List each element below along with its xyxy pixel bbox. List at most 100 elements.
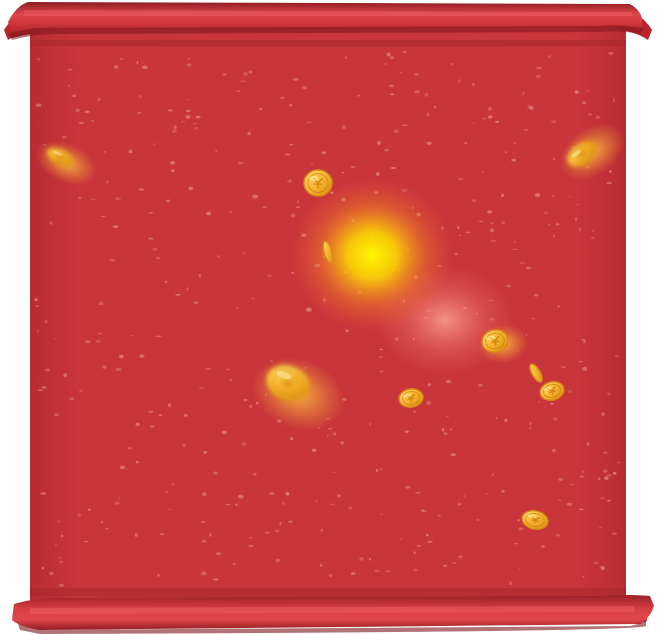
speckle bbox=[575, 217, 578, 222]
speckle bbox=[384, 148, 389, 152]
speckle bbox=[578, 360, 584, 363]
speckle bbox=[490, 222, 494, 225]
speckle bbox=[79, 389, 83, 392]
speckle bbox=[427, 540, 433, 543]
speckle bbox=[229, 210, 232, 214]
speckle bbox=[404, 430, 410, 433]
speckle bbox=[488, 106, 492, 111]
speckle bbox=[171, 483, 175, 486]
speckle bbox=[215, 552, 222, 556]
speckle bbox=[58, 583, 65, 587]
speckle bbox=[91, 119, 94, 122]
speckle bbox=[472, 83, 475, 86]
speckle bbox=[548, 224, 550, 226]
speckle bbox=[405, 486, 411, 489]
speckle bbox=[544, 211, 548, 215]
speckle bbox=[212, 578, 219, 581]
speckle bbox=[457, 502, 462, 506]
speckle bbox=[492, 473, 494, 476]
speckle bbox=[595, 115, 601, 119]
speckle bbox=[604, 476, 609, 480]
speckle bbox=[249, 404, 253, 408]
speckle bbox=[592, 230, 594, 232]
speckle bbox=[167, 403, 172, 407]
speckle bbox=[380, 513, 383, 515]
speckle bbox=[614, 355, 620, 357]
speckle bbox=[69, 397, 74, 400]
speckle bbox=[61, 135, 68, 139]
speckle bbox=[550, 402, 554, 405]
speckle bbox=[186, 287, 189, 292]
speckle bbox=[213, 471, 218, 475]
speckle bbox=[114, 502, 120, 505]
speckle bbox=[568, 390, 572, 394]
speckle bbox=[188, 186, 194, 191]
speckle bbox=[100, 521, 104, 523]
speckle bbox=[243, 398, 248, 402]
speckle bbox=[442, 564, 448, 567]
speckle bbox=[413, 551, 416, 555]
speckle bbox=[183, 414, 188, 417]
speckle bbox=[601, 412, 605, 416]
speckle bbox=[383, 62, 387, 65]
speckle bbox=[201, 492, 207, 496]
speckle bbox=[63, 373, 67, 377]
speckle bbox=[159, 533, 165, 535]
speckle bbox=[586, 89, 589, 92]
speckle bbox=[599, 566, 604, 568]
speckle bbox=[200, 571, 207, 576]
speckle bbox=[115, 197, 121, 201]
speckle bbox=[113, 65, 119, 69]
speckle bbox=[97, 97, 101, 102]
gold-coin-icon bbox=[529, 363, 543, 383]
speckle bbox=[399, 538, 403, 540]
speckle bbox=[357, 94, 361, 97]
speckle bbox=[172, 129, 177, 133]
speckle bbox=[333, 432, 337, 436]
speckle bbox=[553, 234, 555, 238]
speckle bbox=[568, 196, 571, 198]
speckle bbox=[537, 401, 541, 403]
speckle bbox=[235, 503, 238, 507]
speckle bbox=[288, 520, 294, 523]
speckle bbox=[59, 560, 64, 564]
speckle bbox=[35, 103, 42, 107]
speckle bbox=[85, 340, 91, 344]
speckle bbox=[385, 570, 391, 573]
speckle bbox=[236, 90, 241, 92]
speckle bbox=[135, 460, 139, 464]
speckle bbox=[289, 104, 293, 107]
speckle bbox=[608, 52, 614, 55]
speckle bbox=[305, 307, 312, 312]
speckle bbox=[452, 562, 457, 564]
speckle bbox=[379, 370, 384, 373]
speckle bbox=[280, 96, 285, 100]
speckle bbox=[424, 93, 429, 97]
speckle bbox=[519, 262, 525, 264]
speckle bbox=[252, 472, 257, 476]
speckle bbox=[611, 532, 618, 535]
speckle bbox=[136, 61, 139, 65]
speckle bbox=[459, 234, 462, 236]
speckle bbox=[437, 514, 441, 517]
gold-coin-icon bbox=[478, 324, 529, 364]
speckle bbox=[139, 354, 145, 358]
speckle bbox=[226, 368, 230, 371]
speckle bbox=[240, 80, 246, 82]
speckle bbox=[529, 106, 534, 110]
speckle bbox=[602, 469, 608, 473]
speckle bbox=[252, 194, 259, 199]
speckle bbox=[201, 521, 206, 523]
speckle bbox=[414, 90, 421, 94]
speckle bbox=[427, 112, 430, 117]
speckle bbox=[389, 56, 395, 60]
speckle bbox=[512, 248, 518, 251]
speckle bbox=[550, 120, 557, 124]
speckle bbox=[342, 125, 346, 130]
speckle bbox=[90, 198, 96, 201]
speckle bbox=[413, 568, 418, 571]
speckle bbox=[519, 567, 521, 569]
speckle bbox=[511, 158, 516, 162]
speckle bbox=[165, 199, 171, 203]
speckle bbox=[561, 365, 566, 369]
